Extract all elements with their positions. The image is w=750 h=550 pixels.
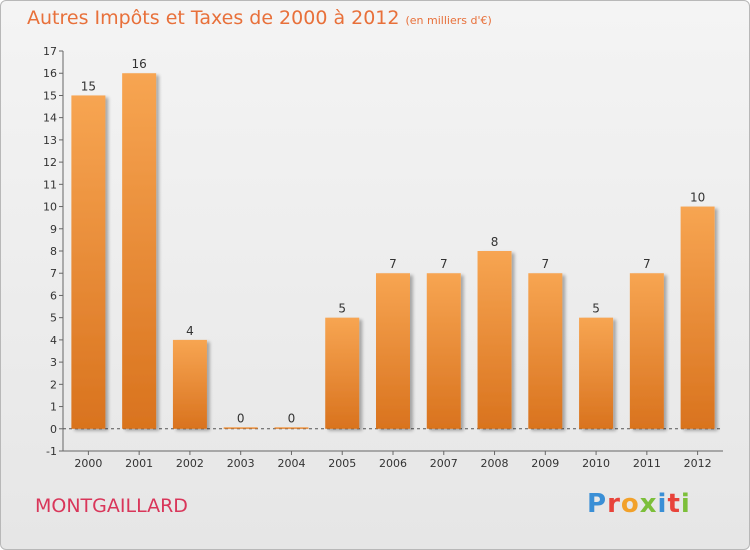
brand-letter: i: [657, 489, 668, 519]
brand-letter: r: [607, 489, 621, 519]
x-tick-label-2006: 2006: [379, 457, 407, 470]
chart-labels: 15 2000 16 2001 4 2002 0 2003 0 2004 5 2005 7 2006 7 20…: [74, 57, 711, 470]
y-tick-label: 8: [50, 245, 57, 258]
x-tick-label-2005: 2005: [328, 457, 356, 470]
data-label-2001: 16: [132, 57, 147, 71]
y-tick-label: 14: [43, 112, 57, 125]
x-tick-label-2012: 2012: [684, 457, 712, 470]
chart-title: Autres Impôts et Taxes de 2000 à 2012 (en…: [27, 7, 492, 29]
bar-2004: [274, 427, 309, 429]
bar-2008: [477, 251, 512, 429]
x-tick-label-2007: 2007: [430, 457, 458, 470]
brand-letter: x: [639, 489, 658, 519]
bar-2003: [223, 427, 258, 429]
y-tick-label: 15: [43, 89, 57, 102]
y-tick-label: 4: [50, 334, 57, 347]
brand-letter: P: [587, 489, 608, 519]
data-label-2007: 7: [440, 257, 448, 271]
y-tick-label: 3: [50, 356, 57, 369]
data-label-2005: 5: [338, 302, 346, 316]
data-label-2010: 5: [592, 302, 600, 316]
data-label-2002: 4: [186, 324, 194, 338]
bar-2007: [426, 273, 461, 429]
data-label-2003: 0: [237, 411, 245, 425]
bar-2010: [579, 317, 614, 429]
brand-letter: i: [680, 489, 691, 519]
bar-2009: [528, 273, 563, 429]
bar-2001: [122, 73, 157, 429]
brand-logo: Proxiti: [587, 489, 691, 519]
chart-bars: [71, 73, 715, 429]
bar-2000: [71, 95, 106, 429]
data-label-2008: 8: [491, 235, 499, 249]
chart-unit: (en milliers d'€): [405, 14, 492, 27]
brand-letter: o: [620, 489, 640, 519]
place-name: MONTGAILLARD: [35, 495, 188, 517]
bar-2006: [376, 273, 410, 429]
x-tick-label-2010: 2010: [582, 457, 610, 470]
data-label-2004: 0: [288, 411, 296, 425]
x-tick-label-2003: 2003: [227, 457, 255, 470]
y-tick-label: 6: [50, 289, 57, 302]
bar-2012: [680, 206, 715, 429]
y-tick-label: 11: [43, 178, 57, 191]
chart-title-text: Autres Impôts et Taxes de 2000 à 2012: [27, 7, 400, 29]
y-tick-label: 2: [50, 378, 57, 391]
y-tick-label: 16: [43, 67, 57, 80]
x-tick-label-2011: 2011: [633, 457, 661, 470]
brand-letter: t: [667, 489, 681, 519]
y-tick-label: 0: [50, 423, 57, 436]
x-tick-label-2001: 2001: [125, 457, 153, 470]
y-tick-label: 10: [43, 201, 57, 214]
x-tick-label-2002: 2002: [176, 457, 204, 470]
y-tick-label: 12: [43, 156, 57, 169]
x-tick-label-2008: 2008: [481, 457, 509, 470]
bar-2011: [629, 273, 664, 429]
y-tick-label: 5: [50, 312, 57, 325]
data-label-2000: 15: [81, 79, 96, 93]
y-tick-label: 1: [50, 401, 57, 414]
y-tick-label: 9: [50, 223, 57, 236]
data-label-2012: 10: [690, 191, 705, 205]
data-label-2009: 7: [541, 257, 549, 271]
y-tick-label: -1: [46, 445, 57, 458]
data-label-2011: 7: [643, 257, 651, 271]
bar-2005: [325, 317, 360, 429]
x-tick-label-2009: 2009: [531, 457, 559, 470]
x-tick-label-2000: 2000: [74, 457, 102, 470]
brand-logo-text: Proxiti: [587, 489, 691, 519]
bar-2002: [172, 339, 207, 429]
y-tick-label: 7: [50, 267, 57, 280]
y-tick-label: 13: [43, 134, 57, 147]
data-label-2006: 7: [389, 257, 397, 271]
x-tick-label-2004: 2004: [277, 457, 305, 470]
y-tick-label: 17: [43, 45, 57, 58]
